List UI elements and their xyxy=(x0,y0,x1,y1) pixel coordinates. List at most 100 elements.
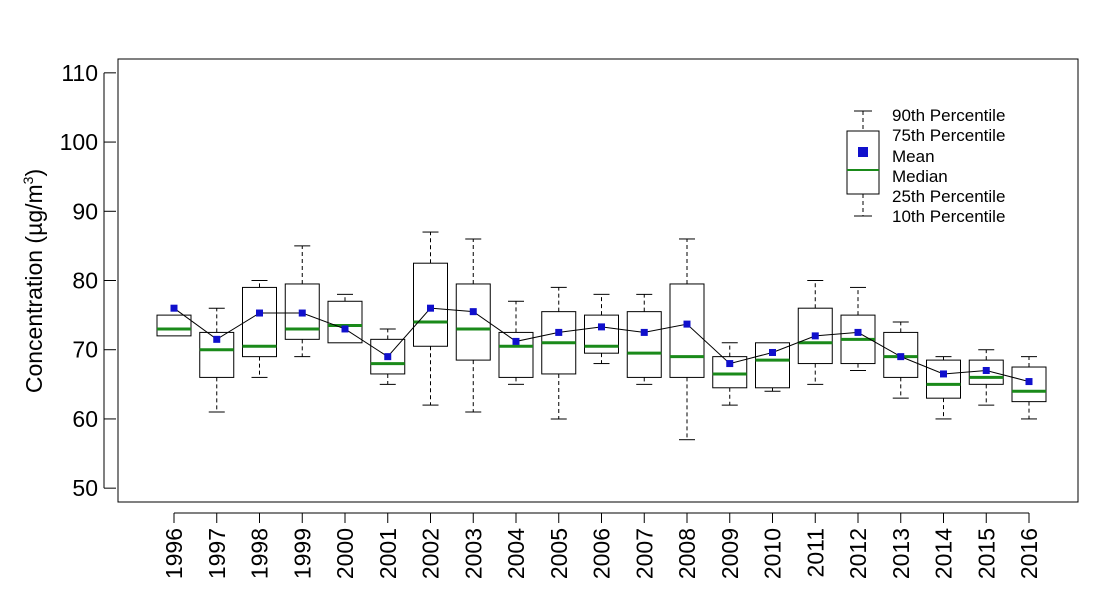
x-tick-label: 2003 xyxy=(460,528,486,579)
mean-marker xyxy=(256,309,263,317)
mean-marker xyxy=(1025,378,1033,386)
mean-marker xyxy=(897,353,905,361)
box-group xyxy=(1011,356,1047,420)
mean-marker xyxy=(726,360,734,368)
legend-label: Median xyxy=(892,167,948,186)
x-tick-label: 1999 xyxy=(289,528,315,579)
mean-marker xyxy=(170,304,178,312)
x-tick-label: 2000 xyxy=(332,528,358,579)
iqr-box xyxy=(626,311,662,378)
legend-label: Mean xyxy=(892,147,935,166)
box-group xyxy=(968,349,1004,406)
mean-marker xyxy=(811,332,819,340)
box-group xyxy=(584,293,619,365)
iqr-box xyxy=(712,356,748,389)
iqr-box xyxy=(413,262,448,347)
mean-marker xyxy=(384,353,392,361)
mean-marker xyxy=(427,304,434,312)
mean-marker xyxy=(213,335,221,343)
iqr-box xyxy=(1011,366,1047,403)
mean-marker xyxy=(298,309,306,317)
y-tick-label: 80 xyxy=(72,268,98,294)
y-tick-label: 90 xyxy=(72,198,98,224)
box-group xyxy=(926,356,961,420)
mean-marker xyxy=(854,328,862,336)
x-tick-label: 2015 xyxy=(973,528,999,579)
x-tick-label: 2007 xyxy=(631,528,657,579)
x-tick-label: 2006 xyxy=(589,528,615,579)
mean-marker xyxy=(598,323,605,331)
box-group xyxy=(498,300,534,385)
legend-label: 10th Percentile xyxy=(892,207,1005,226)
y-tick-label: 60 xyxy=(72,406,98,432)
x-tick-label: 2014 xyxy=(931,528,957,579)
box-group xyxy=(755,342,790,392)
y-axis: 50 60 70 80 90 100 110 xyxy=(60,60,116,501)
box-group xyxy=(284,245,320,358)
y-tick-label: 100 xyxy=(60,129,98,155)
y-tick-label: 70 xyxy=(72,337,98,363)
iqr-box xyxy=(370,338,406,375)
mean-marker xyxy=(341,325,349,333)
mean-series xyxy=(170,304,1033,386)
mean-marker xyxy=(940,370,947,378)
mean-marker xyxy=(769,348,776,356)
iqr-box xyxy=(327,300,363,344)
iqr-box xyxy=(242,286,277,358)
box-group xyxy=(199,307,235,413)
legend-label: 90th Percentile xyxy=(892,106,1005,125)
iqr-box xyxy=(669,283,705,378)
iqr-box xyxy=(926,359,961,399)
box-group xyxy=(455,238,491,413)
iqr-box xyxy=(755,342,790,389)
iqr-box xyxy=(455,283,491,361)
x-tick-label: 2005 xyxy=(546,528,572,579)
iqr-box xyxy=(284,283,320,340)
mean-marker xyxy=(982,366,990,374)
box-group xyxy=(242,280,277,378)
y-axis-label-main: Concentration (µg/m xyxy=(21,184,47,393)
iqr-box xyxy=(584,314,619,354)
y-tick-label: 50 xyxy=(72,475,98,501)
iqr-box xyxy=(156,314,192,337)
mean-marker xyxy=(469,308,477,316)
legend-mean-marker xyxy=(858,147,868,157)
x-tick-label: 2013 xyxy=(888,528,914,579)
legend-label: 25th Percentile xyxy=(892,187,1005,206)
box-group xyxy=(370,328,406,385)
box-group xyxy=(327,293,363,344)
x-tick-label: 1997 xyxy=(204,528,230,579)
box-group xyxy=(797,280,833,385)
y-axis-label-superscript: 3 xyxy=(20,176,36,184)
x-tick-label: 2016 xyxy=(1016,528,1042,579)
mean-marker xyxy=(512,337,520,345)
x-tick-label: 2008 xyxy=(674,528,700,579)
x-tick-label: 2001 xyxy=(375,528,401,579)
x-axis: 1996 1997 1998 1999 2000 2001 2002 2003 2004 2005… xyxy=(161,512,1042,579)
iqr-box xyxy=(797,307,833,365)
box-group xyxy=(669,238,705,441)
boxes xyxy=(156,231,1047,441)
x-tick-label: 2010 xyxy=(760,528,786,579)
plot-frame xyxy=(117,58,1079,503)
iqr-box xyxy=(199,331,235,378)
iqr-box xyxy=(883,331,919,378)
x-tick-label: 2004 xyxy=(503,528,529,579)
box-group xyxy=(156,314,192,337)
y-axis-label: Concentration (µg/m3) xyxy=(20,169,47,393)
mean-marker xyxy=(683,320,691,328)
x-tick-label: 2009 xyxy=(717,528,743,579)
iqr-box xyxy=(498,331,534,378)
legend-box xyxy=(846,130,880,195)
box-group xyxy=(541,286,577,420)
x-tick-label: 1996 xyxy=(161,528,187,579)
x-tick-label: 1998 xyxy=(247,528,273,579)
y-axis-label-close: ) xyxy=(21,169,47,177)
x-tick-label: 2012 xyxy=(845,528,871,579)
x-tick-label: 2002 xyxy=(418,528,444,579)
box-group xyxy=(712,342,748,406)
y-tick-label: 110 xyxy=(61,60,98,86)
legend-label: 75th Percentile xyxy=(892,126,1005,145)
